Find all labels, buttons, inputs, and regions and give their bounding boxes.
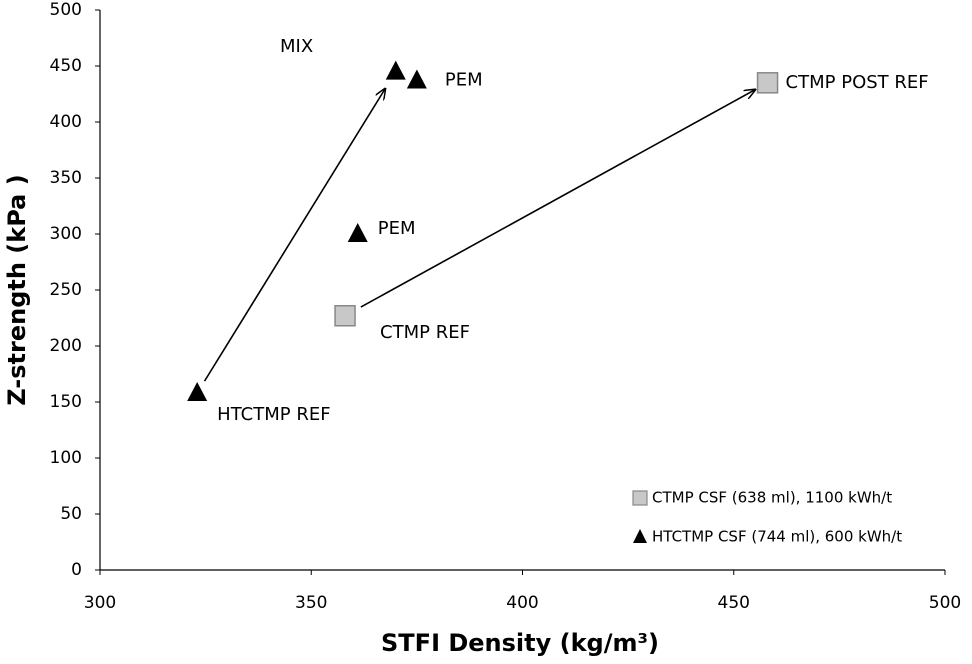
x-tick-label: 500 (929, 593, 961, 613)
y-tick-label: 50 (60, 504, 82, 524)
arrow (360, 90, 755, 308)
x-axis-title: STFI Density (kg/m³) (381, 629, 659, 657)
legend-label: CTMP CSF (638 ml), 1100 kWh/t (652, 489, 892, 507)
x-tick-label: 450 (718, 593, 750, 613)
point (385, 60, 406, 80)
point-label: CTMP POST REF (786, 72, 929, 93)
point (347, 223, 368, 242)
point (187, 382, 208, 402)
legend-marker (633, 529, 647, 543)
point (756, 72, 779, 94)
y-tick-label: 200 (50, 336, 82, 356)
annotation: MIX (280, 36, 313, 57)
y-tick-label: 300 (50, 224, 82, 244)
x-tick-label: 400 (506, 593, 538, 613)
point (334, 305, 356, 327)
y-tick-label: 500 (50, 0, 82, 20)
y-tick-label: 150 (50, 392, 82, 412)
arrow (203, 89, 386, 382)
x-tick-label: 300 (84, 593, 116, 613)
legend-label: HTCTMP CSF (744 ml), 600 kWh/t (652, 528, 902, 546)
y-tick-label: 450 (50, 56, 82, 76)
y-tick-label: 0 (71, 560, 82, 580)
y-tick-label: 100 (50, 448, 82, 468)
y-tick-label: 350 (50, 168, 82, 188)
point-label: PEM (378, 218, 416, 239)
point-label: HTCTMP REF (217, 404, 330, 425)
x-tick-label: 350 (295, 593, 327, 613)
y-axis-title: Z-strength (kPa ) (3, 174, 31, 405)
point-label: CTMP REF (380, 322, 470, 343)
point (406, 69, 427, 89)
y-tick-label: 250 (50, 280, 82, 300)
y-tick-label: 400 (50, 112, 82, 132)
legend-marker (632, 490, 648, 506)
point-label: PEM (445, 70, 483, 91)
